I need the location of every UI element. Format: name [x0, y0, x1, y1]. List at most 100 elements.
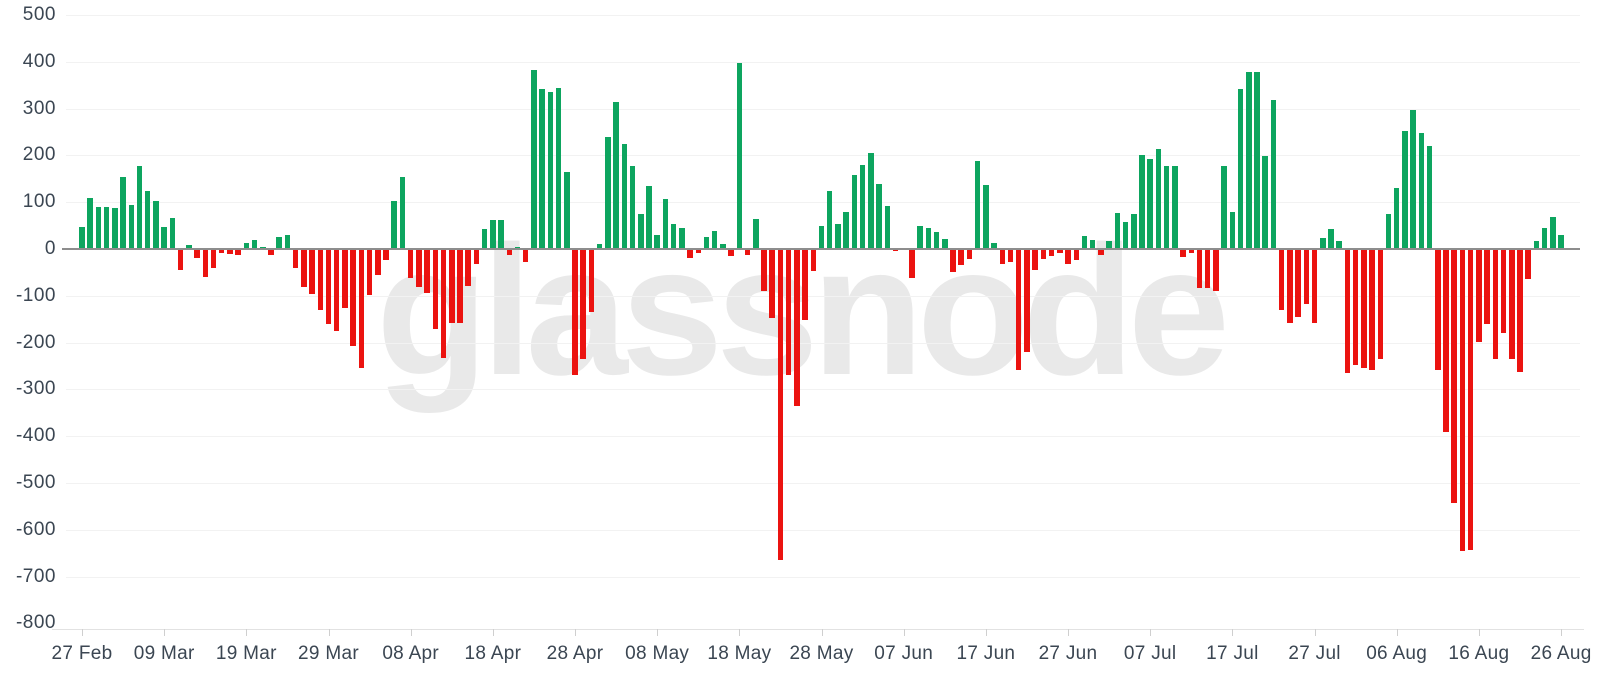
bar-negative[interactable]: [687, 249, 693, 258]
bar-positive[interactable]: [1533, 241, 1540, 249]
bar-positive[interactable]: [679, 228, 685, 249]
bar-positive[interactable]: [753, 218, 759, 249]
bar-negative[interactable]: [325, 249, 332, 324]
bar-negative[interactable]: [1492, 249, 1499, 359]
bar-negative[interactable]: [235, 249, 241, 255]
bar-negative[interactable]: [449, 249, 455, 323]
bar-positive[interactable]: [1089, 240, 1096, 249]
bar-positive[interactable]: [638, 213, 644, 249]
bar-positive[interactable]: [1320, 237, 1326, 249]
bar-positive[interactable]: [1229, 212, 1236, 249]
bar-positive[interactable]: [1081, 236, 1088, 249]
bar-positive[interactable]: [851, 175, 858, 249]
bar-negative[interactable]: [366, 249, 373, 296]
bar-negative[interactable]: [588, 249, 595, 313]
bar-positive[interactable]: [144, 191, 151, 249]
bar-positive[interactable]: [605, 136, 611, 249]
bar-positive[interactable]: [103, 206, 110, 249]
bar-positive[interactable]: [942, 238, 948, 249]
bar-negative[interactable]: [909, 249, 915, 278]
bar-negative[interactable]: [802, 249, 808, 321]
bar-negative[interactable]: [810, 249, 817, 271]
bar-negative[interactable]: [744, 249, 751, 255]
bar-positive[interactable]: [1237, 88, 1244, 249]
bar-positive[interactable]: [629, 165, 636, 249]
bar-negative[interactable]: [506, 249, 513, 255]
bar-positive[interactable]: [539, 88, 545, 249]
bar-negative[interactable]: [1024, 249, 1030, 353]
bar-negative[interactable]: [1040, 249, 1047, 259]
bar-negative[interactable]: [202, 249, 209, 278]
bar-negative[interactable]: [1361, 249, 1367, 369]
bar-negative[interactable]: [416, 249, 422, 288]
bar-negative[interactable]: [457, 249, 463, 323]
bar-positive[interactable]: [95, 206, 102, 249]
bar-negative[interactable]: [1525, 249, 1531, 279]
bar-positive[interactable]: [481, 229, 488, 249]
bar-negative[interactable]: [785, 249, 792, 376]
bar-positive[interactable]: [1541, 227, 1548, 249]
bar-positive[interactable]: [1155, 149, 1162, 249]
bar-positive[interactable]: [1336, 241, 1342, 249]
bar-positive[interactable]: [1122, 221, 1129, 249]
bar-positive[interactable]: [720, 244, 726, 249]
bar-negative[interactable]: [1204, 249, 1211, 288]
bar-positive[interactable]: [514, 246, 521, 249]
bar-negative[interactable]: [210, 249, 217, 268]
bar-negative[interactable]: [317, 249, 324, 310]
bar-positive[interactable]: [1131, 213, 1137, 249]
bar-positive[interactable]: [1147, 158, 1153, 249]
bar-positive[interactable]: [1106, 240, 1112, 249]
bar-positive[interactable]: [1262, 155, 1268, 249]
bar-positive[interactable]: [1114, 212, 1121, 249]
bar-positive[interactable]: [884, 205, 891, 249]
bar-negative[interactable]: [1287, 249, 1293, 324]
bar-negative[interactable]: [1015, 249, 1022, 370]
bar-negative[interactable]: [1476, 249, 1482, 343]
bar-positive[interactable]: [1246, 72, 1252, 249]
bar-negative[interactable]: [309, 249, 315, 294]
bar-negative[interactable]: [1180, 249, 1186, 258]
bar-negative[interactable]: [728, 249, 734, 256]
bar-negative[interactable]: [375, 249, 381, 275]
bar-negative[interactable]: [522, 249, 529, 263]
bar-negative[interactable]: [1213, 249, 1219, 292]
bar-negative[interactable]: [1467, 249, 1474, 550]
bar-negative[interactable]: [1451, 249, 1457, 504]
bar-positive[interactable]: [711, 231, 718, 249]
bar-negative[interactable]: [1311, 249, 1318, 323]
bar-negative[interactable]: [407, 249, 414, 278]
bar-positive[interactable]: [161, 227, 167, 249]
bar-negative[interactable]: [777, 249, 784, 560]
bar-negative[interactable]: [1377, 249, 1384, 359]
bar-positive[interactable]: [276, 237, 282, 249]
bar-positive[interactable]: [933, 232, 940, 249]
bar-positive[interactable]: [1558, 235, 1564, 249]
bar-positive[interactable]: [703, 237, 710, 249]
bar-negative[interactable]: [1484, 249, 1490, 324]
bar-positive[interactable]: [112, 207, 118, 249]
bar-negative[interactable]: [580, 249, 586, 359]
bar-negative[interactable]: [218, 249, 225, 253]
bar-negative[interactable]: [350, 249, 356, 347]
bar-positive[interactable]: [169, 217, 176, 249]
bar-positive[interactable]: [498, 219, 504, 249]
bar-positive[interactable]: [1221, 165, 1227, 249]
bar-positive[interactable]: [186, 245, 192, 249]
bar-positive[interactable]: [136, 165, 143, 249]
bar-negative[interactable]: [1369, 249, 1375, 370]
bar-positive[interactable]: [399, 176, 406, 249]
bar-negative[interactable]: [177, 249, 184, 270]
bar-negative[interactable]: [1435, 249, 1441, 370]
bar-negative[interactable]: [358, 249, 365, 368]
bar-positive[interactable]: [621, 143, 628, 249]
bar-negative[interactable]: [572, 249, 578, 376]
bar-positive[interactable]: [1410, 110, 1416, 249]
bar-negative[interactable]: [1344, 249, 1351, 373]
bar-positive[interactable]: [564, 171, 570, 249]
bar-negative[interactable]: [1196, 249, 1203, 288]
bar-negative[interactable]: [1295, 249, 1301, 318]
bar-negative[interactable]: [1065, 249, 1071, 265]
bar-positive[interactable]: [925, 228, 932, 249]
